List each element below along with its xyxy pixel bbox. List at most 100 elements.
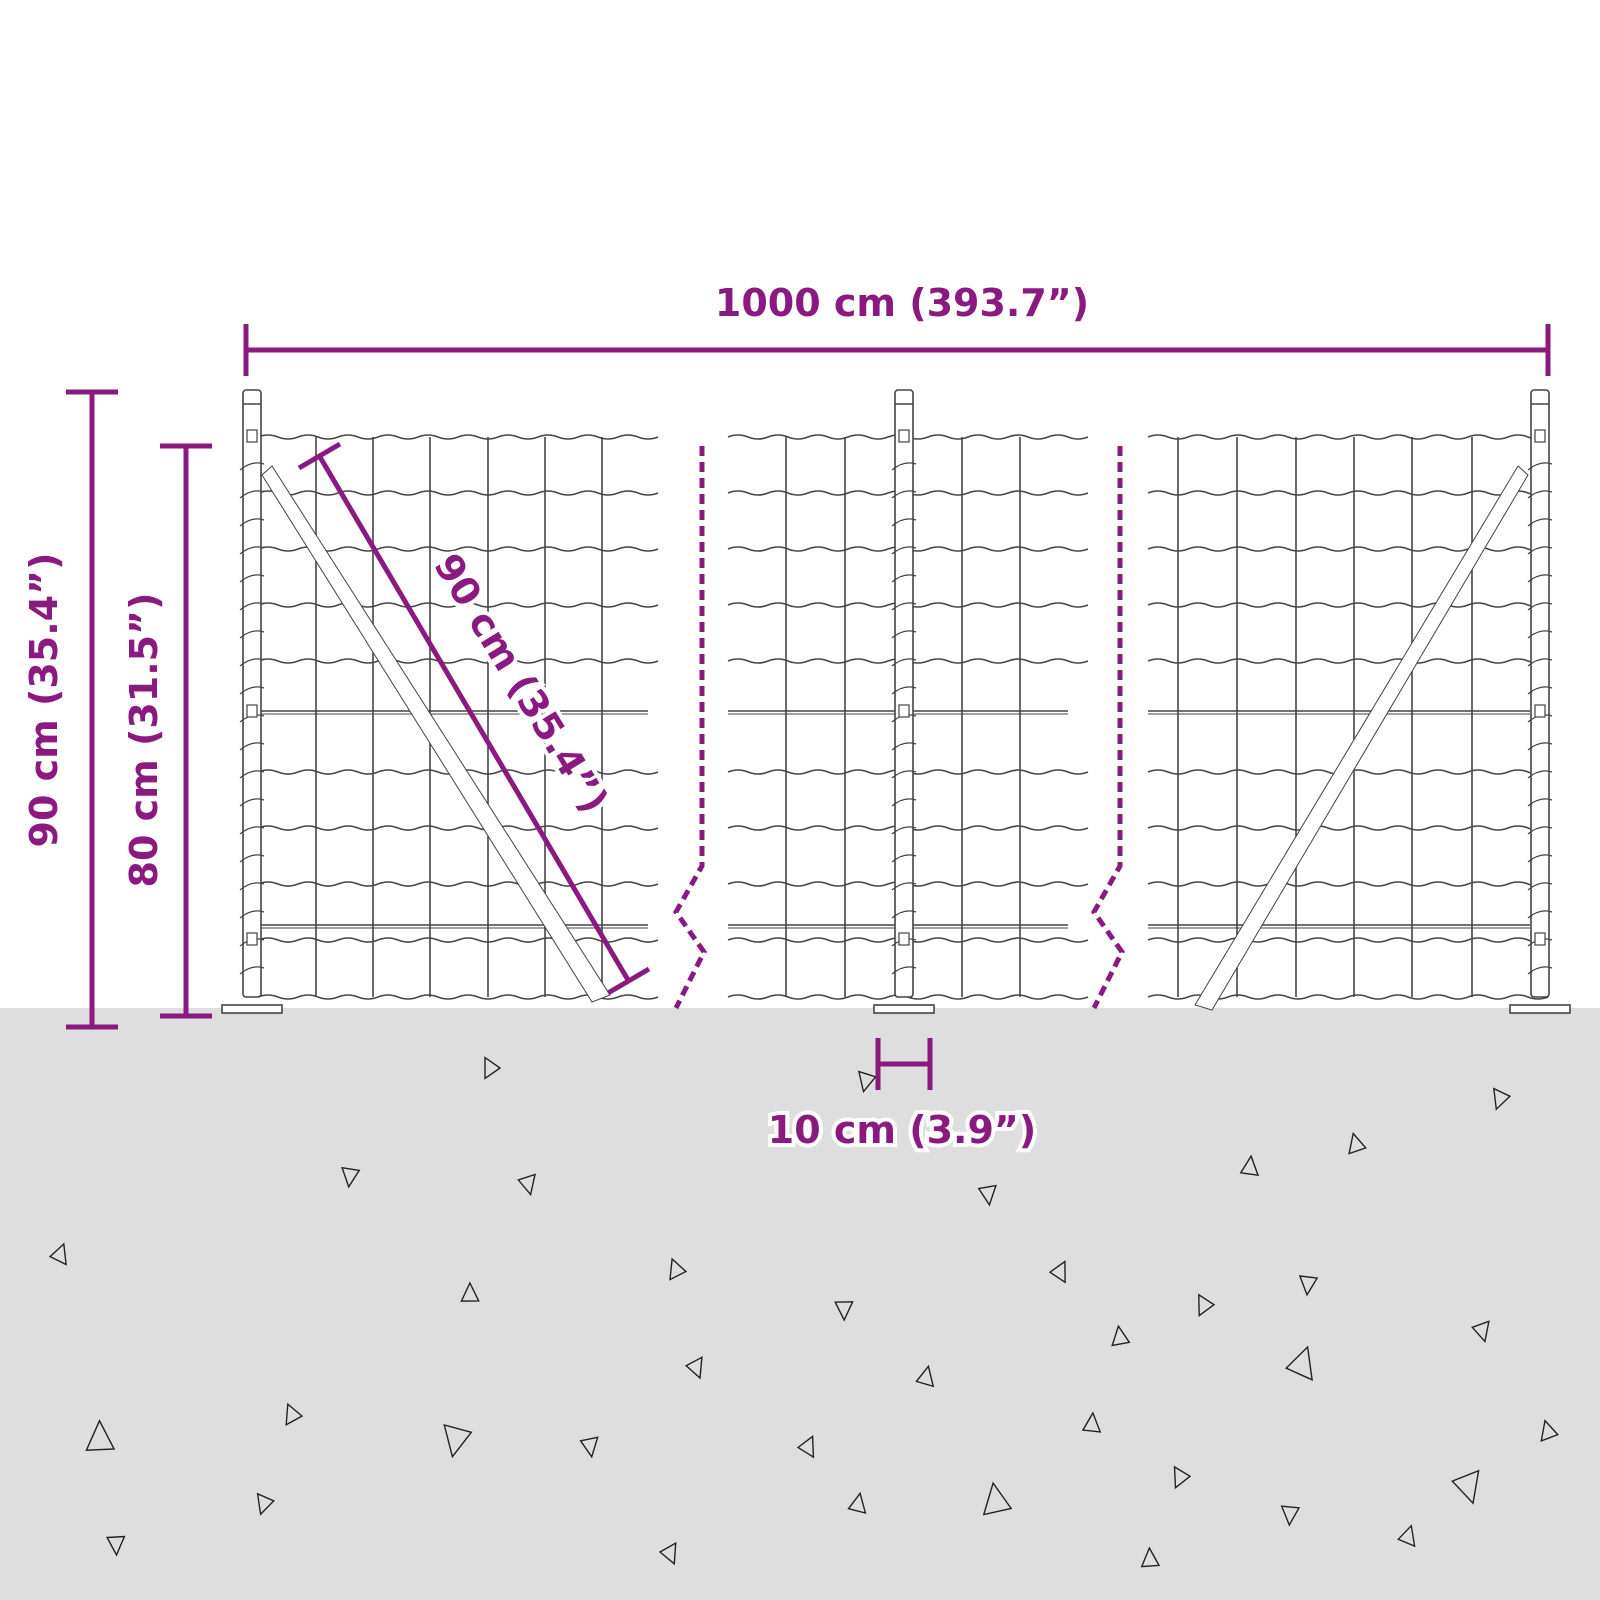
spiral-wire xyxy=(239,490,265,499)
horizontal-wire xyxy=(1147,434,1549,440)
gravel-triangle xyxy=(1280,1505,1301,1527)
spiral-wire xyxy=(1527,826,1553,835)
spiral-wire xyxy=(891,798,917,807)
gravel-triangle xyxy=(1111,1324,1131,1347)
post xyxy=(894,389,914,998)
clamp xyxy=(898,429,910,443)
clamp xyxy=(246,429,258,443)
clamp xyxy=(1534,429,1546,443)
horizontal-wire xyxy=(257,490,659,496)
spiral-wire xyxy=(239,658,265,667)
clamp xyxy=(898,704,910,718)
horizontal-wire xyxy=(1147,825,1549,831)
horizontal-wire xyxy=(1147,602,1549,608)
brace-left xyxy=(261,465,611,1003)
spiral-wire xyxy=(1527,658,1553,667)
horizontal-wire xyxy=(257,602,659,608)
gravel-triangle xyxy=(982,1481,1013,1516)
gravel-triangle xyxy=(669,1257,688,1281)
horizontal-wire xyxy=(1147,937,1549,943)
spiral-wire xyxy=(1527,630,1553,639)
spiral-wire xyxy=(1527,490,1553,499)
gravel-triangle xyxy=(1198,1293,1216,1317)
spiral-wire xyxy=(1527,686,1553,695)
gravel-triangle xyxy=(1284,1345,1313,1381)
spiral-wire xyxy=(239,854,265,863)
horizontal-wire xyxy=(1147,881,1549,887)
spiral-wire xyxy=(1527,518,1553,527)
ground-gravel xyxy=(48,1056,1560,1568)
spiral-wire xyxy=(1527,462,1553,471)
brace-length-line xyxy=(317,455,631,982)
spiral-wire xyxy=(891,770,917,779)
ground xyxy=(0,1008,1600,1600)
gravel-triangle xyxy=(105,1535,126,1557)
gravel-triangle xyxy=(658,1541,677,1566)
gravel-triangle xyxy=(484,1056,502,1080)
horizontal-wire xyxy=(257,658,659,664)
spiral-wire xyxy=(239,742,265,751)
total-length-label: 1000 cm (393.7”) xyxy=(715,281,1089,325)
gravel-triangle xyxy=(256,1492,276,1516)
spiral-wire xyxy=(891,854,917,863)
gravel-triangle xyxy=(915,1364,935,1388)
gravel-triangle xyxy=(1173,1465,1192,1490)
spiral-wire xyxy=(1527,574,1553,583)
gravel-triangle xyxy=(1081,1411,1102,1433)
spiral-wire xyxy=(1527,546,1553,555)
spiral-wire xyxy=(891,462,917,471)
horizontal-wire xyxy=(257,434,659,440)
spiral-wire xyxy=(239,882,265,891)
clamp xyxy=(1534,932,1546,946)
spiral-wire xyxy=(239,826,265,835)
fence-height-label: 80 cm (31.5”) xyxy=(122,593,166,888)
clamp xyxy=(246,932,258,946)
spiral-wire xyxy=(891,490,917,499)
spiral-wire xyxy=(891,658,917,667)
gravel-triangle xyxy=(1492,1087,1512,1111)
post-base-plate xyxy=(221,1004,283,1014)
spiral-wire xyxy=(1527,910,1553,919)
spiral-wire xyxy=(1527,770,1553,779)
spiral-wire xyxy=(891,910,917,919)
gravel-triangle xyxy=(1396,1524,1416,1548)
gravel-triangle xyxy=(857,1070,877,1094)
post-base-plate xyxy=(873,1004,935,1014)
spiral-wire xyxy=(891,630,917,639)
gravel-triangle xyxy=(579,1436,599,1459)
spiral-wire xyxy=(1527,854,1553,863)
spiral-wire xyxy=(891,826,917,835)
horizontal-wire xyxy=(257,881,659,887)
brace-length-tick xyxy=(606,966,651,996)
gravel-triangle xyxy=(1540,1419,1560,1442)
gravel-triangle xyxy=(48,1242,67,1266)
post-depth-label: 10 cm (3.9”) xyxy=(768,1108,1037,1152)
gravel-triangle xyxy=(1471,1320,1490,1344)
spiral-wire xyxy=(891,686,917,695)
gravel-triangle xyxy=(834,1301,854,1322)
spiral-wire xyxy=(1527,966,1553,975)
spiral-wire xyxy=(1527,882,1553,891)
gravel-triangle xyxy=(1048,1260,1066,1284)
gravel-triangle xyxy=(517,1173,536,1197)
gravel-triangle xyxy=(285,1402,304,1427)
break-line xyxy=(1091,446,1125,1010)
spiral-wire xyxy=(1527,602,1553,611)
spiral-wire xyxy=(239,518,265,527)
gravel-triangle xyxy=(684,1356,703,1380)
spiral-wire xyxy=(239,910,265,919)
spiral-wire xyxy=(239,798,265,807)
gravel-triangle xyxy=(847,1491,867,1514)
gravel-triangle xyxy=(443,1424,473,1459)
gravel-triangle xyxy=(460,1281,480,1302)
spiral-wire xyxy=(891,742,917,751)
clamp xyxy=(1534,704,1546,718)
horizontal-wire xyxy=(1147,490,1549,496)
gravel-triangle xyxy=(1451,1469,1480,1505)
gravel-triangle xyxy=(341,1166,361,1189)
spiral-wire xyxy=(239,630,265,639)
brace-right xyxy=(1194,465,1529,1011)
gravel-triangle xyxy=(1239,1154,1260,1177)
spiral-wire xyxy=(239,770,265,779)
